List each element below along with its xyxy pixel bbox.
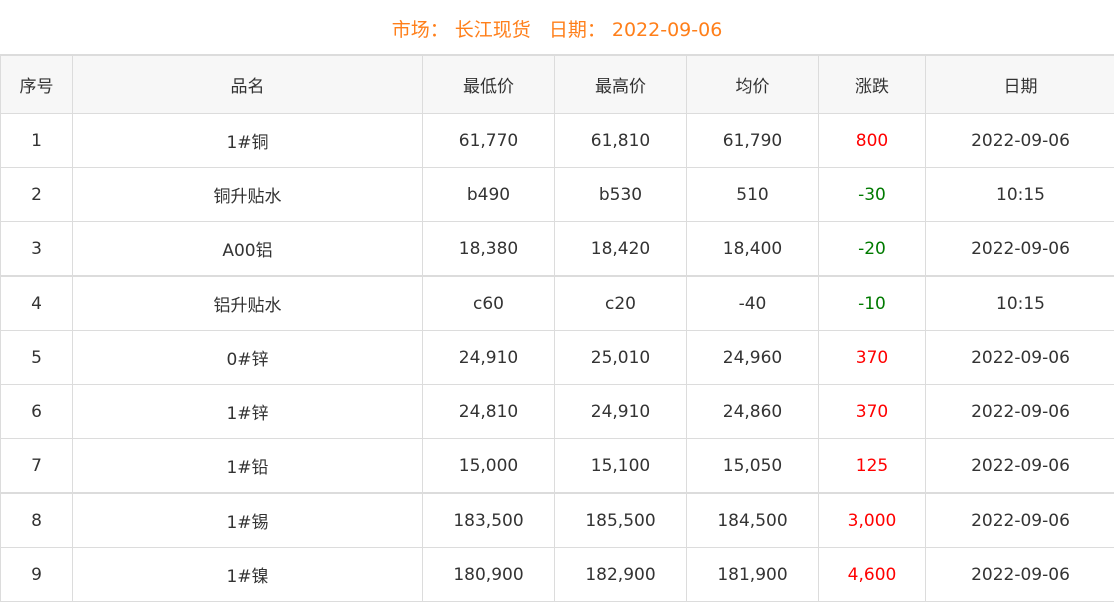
cell-date: 2022-09-06 bbox=[926, 331, 1114, 385]
cell-name: 0#锌 bbox=[73, 331, 423, 385]
cell-low: 183,500 bbox=[423, 493, 555, 548]
cell-change: -20 bbox=[819, 222, 926, 277]
cell-name: 1#铅 bbox=[73, 439, 423, 494]
cell-low: 24,910 bbox=[423, 331, 555, 385]
col-header-change: 涨跌 bbox=[819, 55, 926, 114]
cell-change: 125 bbox=[819, 439, 926, 494]
cell-high: 25,010 bbox=[555, 331, 687, 385]
cell-date: 2022-09-06 bbox=[926, 439, 1114, 494]
cell-no: 2 bbox=[1, 168, 73, 222]
cell-name: 1#锡 bbox=[73, 493, 423, 548]
cell-high: c20 bbox=[555, 276, 687, 331]
cell-low: 180,900 bbox=[423, 548, 555, 602]
cell-high: 185,500 bbox=[555, 493, 687, 548]
cell-avg: 184,500 bbox=[687, 493, 819, 548]
cell-high: b530 bbox=[555, 168, 687, 222]
cell-high: 18,420 bbox=[555, 222, 687, 277]
cell-low: 18,380 bbox=[423, 222, 555, 277]
cell-date: 10:15 bbox=[926, 168, 1114, 222]
cell-avg: 15,050 bbox=[687, 439, 819, 494]
cell-name: 1#锌 bbox=[73, 385, 423, 439]
cell-date: 2022-09-06 bbox=[926, 548, 1114, 602]
col-header-date: 日期 bbox=[926, 55, 1114, 114]
col-header-high: 最高价 bbox=[555, 55, 687, 114]
cell-name: A00铝 bbox=[73, 222, 423, 277]
cell-low: 24,810 bbox=[423, 385, 555, 439]
cell-change: 800 bbox=[819, 114, 926, 168]
page-title: 市场： 长江现货 日期： 2022-09-06 bbox=[0, 0, 1114, 54]
cell-low: c60 bbox=[423, 276, 555, 331]
cell-change: -10 bbox=[819, 276, 926, 331]
cell-avg: 24,860 bbox=[687, 385, 819, 439]
market-value: 长江现货 bbox=[455, 19, 531, 41]
cell-name: 1#铜 bbox=[73, 114, 423, 168]
market-label: 市场： bbox=[392, 19, 449, 41]
cell-name: 铜升贴水 bbox=[73, 168, 423, 222]
col-header-no: 序号 bbox=[1, 55, 73, 114]
cell-change: 3,000 bbox=[819, 493, 926, 548]
cell-date: 10:15 bbox=[926, 276, 1114, 331]
cell-no: 1 bbox=[1, 114, 73, 168]
cell-name: 铝升贴水 bbox=[73, 276, 423, 331]
cell-date: 2022-09-06 bbox=[926, 493, 1114, 548]
cell-no: 6 bbox=[1, 385, 73, 439]
cell-change: -30 bbox=[819, 168, 926, 222]
table-header: 序号 品名 最低价 最高价 均价 涨跌 日期 bbox=[1, 55, 1114, 114]
cell-high: 61,810 bbox=[555, 114, 687, 168]
cell-no: 9 bbox=[1, 548, 73, 602]
cell-date: 2022-09-06 bbox=[926, 385, 1114, 439]
col-header-low: 最低价 bbox=[423, 55, 555, 114]
cell-low: b490 bbox=[423, 168, 555, 222]
cell-change: 4,600 bbox=[819, 548, 926, 602]
cell-high: 182,900 bbox=[555, 548, 687, 602]
cell-change: 370 bbox=[819, 385, 926, 439]
cell-low: 61,770 bbox=[423, 114, 555, 168]
cell-avg: 181,900 bbox=[687, 548, 819, 602]
date-label: 日期： bbox=[549, 19, 606, 41]
cell-high: 24,910 bbox=[555, 385, 687, 439]
cell-date: 2022-09-06 bbox=[926, 114, 1114, 168]
cell-no: 4 bbox=[1, 276, 73, 331]
cell-no: 5 bbox=[1, 331, 73, 385]
cell-change: 370 bbox=[819, 331, 926, 385]
col-header-avg: 均价 bbox=[687, 55, 819, 114]
cell-avg: -40 bbox=[687, 276, 819, 331]
cell-avg: 510 bbox=[687, 168, 819, 222]
cell-avg: 18,400 bbox=[687, 222, 819, 277]
date-value: 2022-09-06 bbox=[612, 19, 722, 41]
cell-high: 15,100 bbox=[555, 439, 687, 494]
cell-avg: 24,960 bbox=[687, 331, 819, 385]
col-header-name: 品名 bbox=[73, 55, 423, 114]
cell-avg: 61,790 bbox=[687, 114, 819, 168]
cell-no: 3 bbox=[1, 222, 73, 277]
cell-low: 15,000 bbox=[423, 439, 555, 494]
cell-date: 2022-09-06 bbox=[926, 222, 1114, 277]
cell-no: 8 bbox=[1, 493, 73, 548]
cell-name: 1#镍 bbox=[73, 548, 423, 602]
cell-no: 7 bbox=[1, 439, 73, 494]
